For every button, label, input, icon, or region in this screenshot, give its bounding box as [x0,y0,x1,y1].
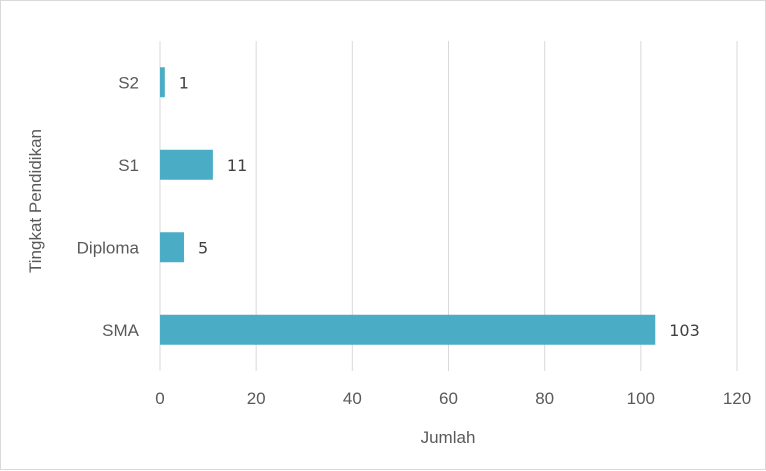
category-label: S2 [118,73,139,92]
x-tick-label: 100 [627,389,655,408]
bars [160,67,656,345]
category-labels: S2 S1 Diploma SMA [77,73,140,340]
y-axis-title: Tingkat Pendidikan [26,129,45,273]
bar [160,232,185,263]
category-label: S1 [118,156,139,175]
gridlines [159,41,738,371]
category-label: SMA [102,321,140,340]
data-label: 11 [227,156,247,175]
x-tick-labels: 0 20 40 60 80 100 120 [155,389,751,408]
data-label: 1 [179,73,189,92]
x-tick-label: 80 [535,389,554,408]
bar [160,314,656,345]
x-tick-label: 40 [343,389,362,408]
category-label: Diploma [77,238,140,257]
data-label: 5 [198,238,208,257]
x-axis-title: Jumlah [421,428,476,447]
bar [160,149,213,180]
bar [160,67,165,98]
x-tick-label: 20 [247,389,266,408]
x-tick-label: 120 [723,389,751,408]
data-label: 103 [669,321,700,340]
x-tick-label: 60 [439,389,458,408]
x-tick-label: 0 [155,389,164,408]
